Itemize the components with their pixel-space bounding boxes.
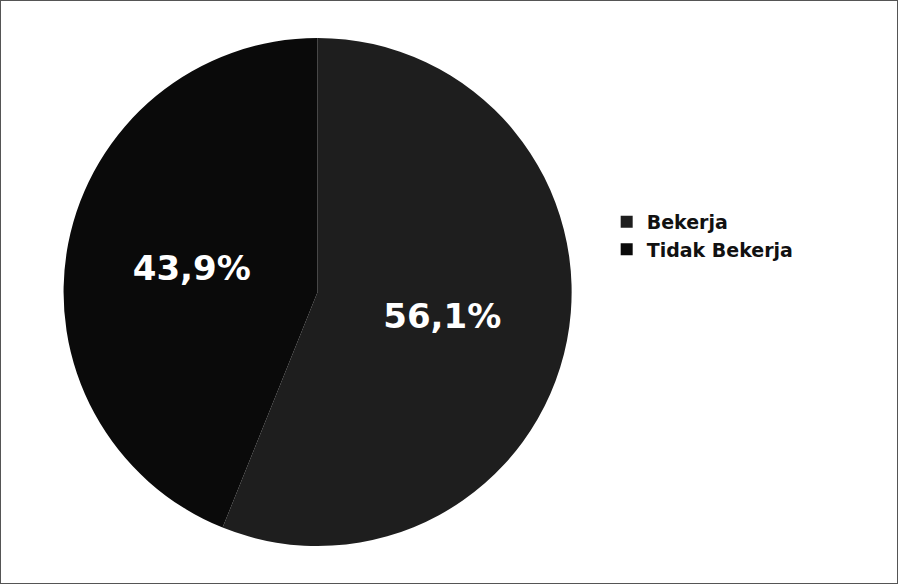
svg-text:43,9%: 43,9% xyxy=(133,248,251,288)
svg-text:Bekerja: Bekerja xyxy=(647,211,728,233)
svg-text:56,1%: 56,1% xyxy=(383,296,501,336)
svg-text:Tidak Bekerja: Tidak Bekerja xyxy=(647,239,793,261)
